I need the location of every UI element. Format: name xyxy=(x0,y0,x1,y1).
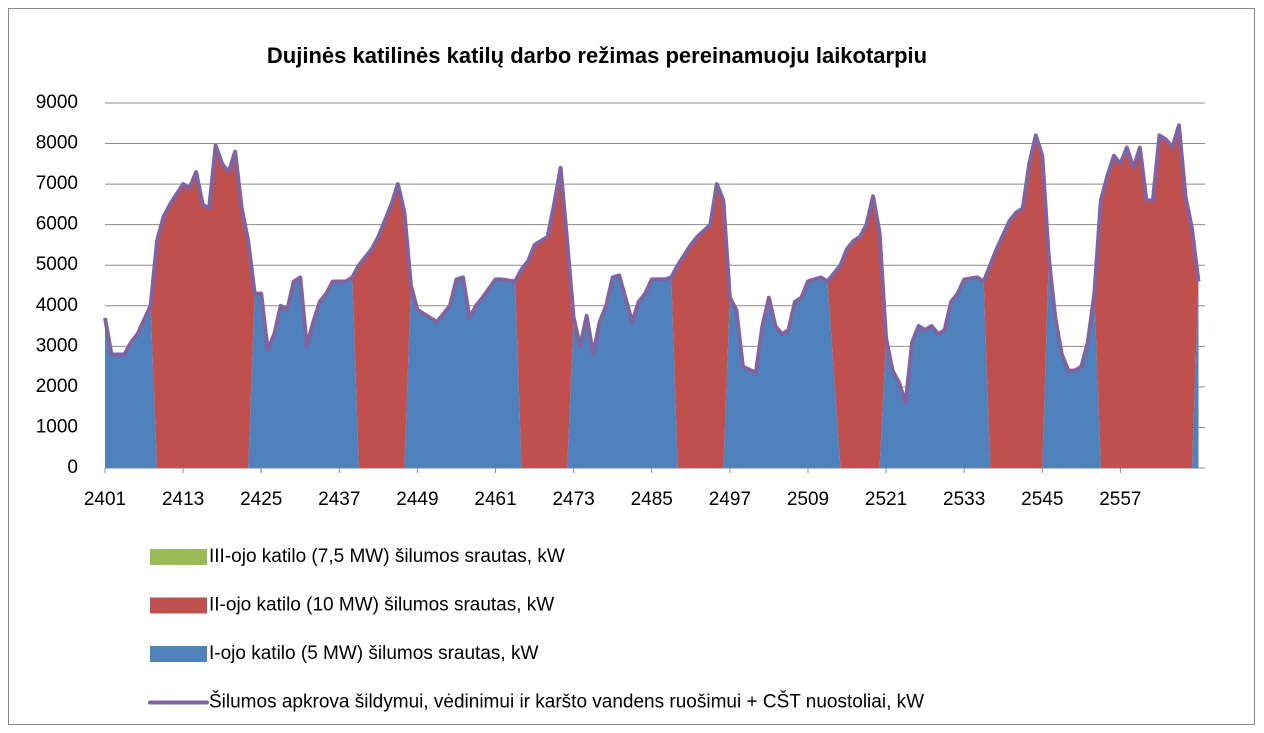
y-tick-label: 5000 xyxy=(36,254,78,275)
x-tick-label: 2461 xyxy=(474,489,516,510)
legend-swatch xyxy=(150,646,207,662)
x-tick-label: 2413 xyxy=(162,489,204,510)
x-tick-label: 2557 xyxy=(1099,489,1141,510)
x-tick-label: 2425 xyxy=(240,489,282,510)
x-tick-label: 2437 xyxy=(318,489,360,510)
legend-label: Šilumos apkrova šildymui, vėdinimui ir k… xyxy=(209,691,924,713)
legend-swatch xyxy=(150,597,207,614)
y-tick-label: 7000 xyxy=(36,173,78,194)
x-tick-label: 2485 xyxy=(631,489,673,510)
line xyxy=(103,123,1201,406)
y-tick-label: 8000 xyxy=(36,133,78,154)
x-tick-label: 2521 xyxy=(865,489,907,510)
legend-label: I-ojo katilo (5 MW) šilumos srautas, kW xyxy=(209,643,538,664)
y-tick-label: 3000 xyxy=(36,335,78,356)
y-tick-label: 4000 xyxy=(36,295,78,316)
x-tick-label: 2473 xyxy=(552,489,594,510)
legend-swatch xyxy=(150,549,207,565)
y-tick-label: 9000 xyxy=(36,92,78,113)
x-tick-label: 2545 xyxy=(1021,489,1063,510)
legend-label: II-ojo katilo (10 MW) šilumos srautas, k… xyxy=(209,595,554,616)
area xyxy=(105,125,1199,469)
legend-label: III-ojo katilo (7,5 MW) šilumos srautas,… xyxy=(209,546,565,567)
x-tick-label: 2509 xyxy=(787,489,829,510)
y-tick-label: 6000 xyxy=(36,214,78,235)
y-tick-label: 2000 xyxy=(36,376,78,397)
chart-title: Dujinės katilinės katilų darbo režimas p… xyxy=(267,43,927,68)
x-tick-label: 2533 xyxy=(943,489,985,510)
y-tick-label: 0 xyxy=(67,457,78,478)
area xyxy=(105,257,1199,468)
x-tick-label: 2449 xyxy=(396,489,438,510)
x-tick-label: 2401 xyxy=(84,489,126,510)
x-tick-label: 2497 xyxy=(709,489,751,510)
y-tick-label: 1000 xyxy=(36,416,78,437)
